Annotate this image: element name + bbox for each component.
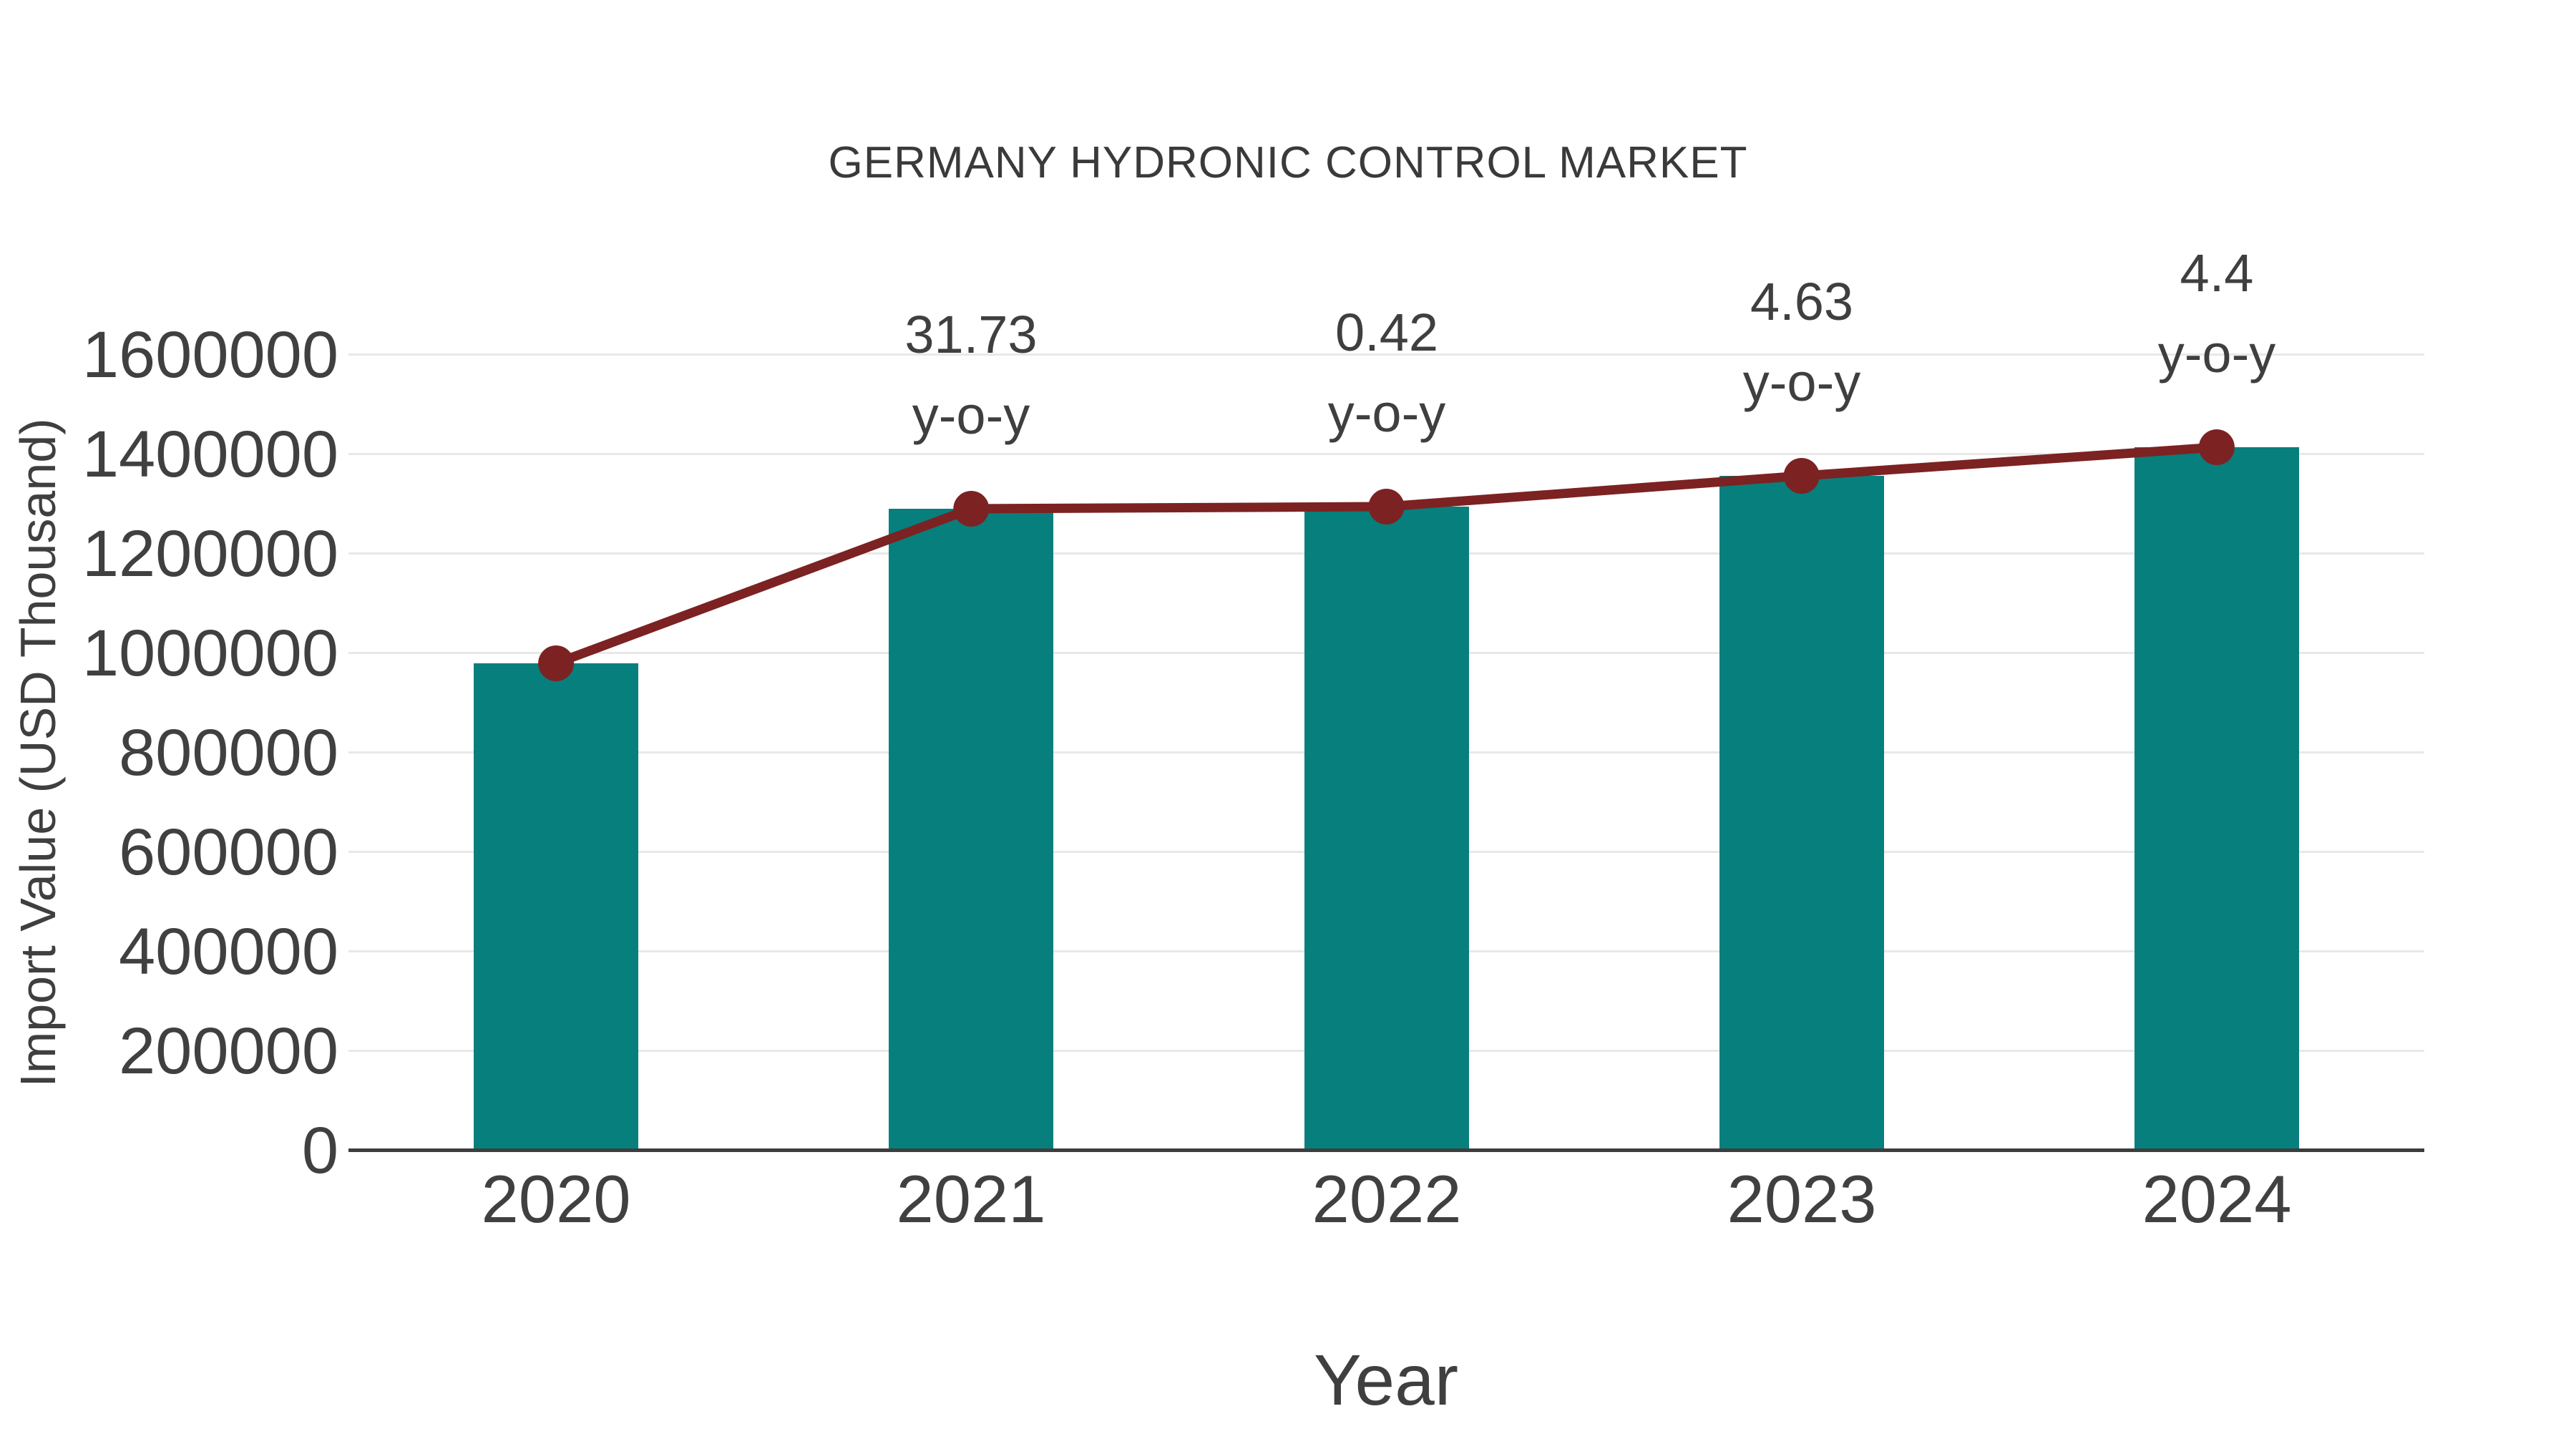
y-tick-label-1400000: 1400000 <box>82 418 338 491</box>
trend-line-layer <box>538 429 2235 681</box>
annotation-value-2024: 4.4 <box>2180 243 2254 303</box>
y-tick-label-0: 0 <box>301 1114 338 1187</box>
trend-marker-2022 <box>1368 489 1405 525</box>
x-axis-title: Year <box>1313 1340 1459 1420</box>
annotation-2023: 4.63 y-o-y <box>1743 261 1860 423</box>
trend-line <box>554 442 2218 668</box>
bar-2020 <box>474 663 638 1151</box>
bar-2022 <box>1304 507 1469 1151</box>
bar-2023 <box>1719 476 1884 1151</box>
x-tick-label-2022: 2022 <box>1312 1161 1462 1236</box>
x-axis-line <box>348 1148 2424 1152</box>
annotation-suffix-2024: y-o-y <box>2157 324 2276 384</box>
annotation-suffix-2022: y-o-y <box>1327 384 1446 443</box>
y-tick-label-600000: 600000 <box>119 816 338 889</box>
chart-title: GERMANY HYDRONIC CONTROL MARKET <box>828 138 1748 187</box>
gridline-y-1400000 <box>348 453 2424 455</box>
plot-area: 31.73 y-o-y 0.42 y-o-y 4.63 y-o-y 4.4 y-o-y <box>348 243 2424 1151</box>
annotation-value-2021: 31.73 <box>904 305 1038 364</box>
y-tick-label-200000: 200000 <box>119 1015 338 1088</box>
annotation-2021: 31.73 y-o-y <box>904 294 1037 456</box>
y-tick-label-1200000: 1200000 <box>82 517 338 590</box>
trend-marker-2023 <box>1783 458 1820 494</box>
y-tick-label-1600000: 1600000 <box>82 318 338 391</box>
trend-marker-2020 <box>538 645 575 681</box>
annotation-value-2023: 4.63 <box>1750 272 1854 331</box>
x-tick-label-2024: 2024 <box>2142 1161 2292 1236</box>
x-tick-label-2021: 2021 <box>896 1161 1046 1236</box>
bar-2024 <box>2135 447 2299 1151</box>
annotation-2024: 4.4 y-o-y <box>2158 233 2275 394</box>
x-tick-label-2023: 2023 <box>1727 1161 1877 1236</box>
y-axis-title: Import Value (USD Thousand) <box>10 418 66 1088</box>
y-tick-label-800000: 800000 <box>119 716 338 789</box>
bar-2021 <box>889 509 1053 1151</box>
annotation-2022: 0.42 y-o-y <box>1328 292 1445 454</box>
gridline-y-1600000 <box>348 353 2424 356</box>
annotation-value-2022: 0.42 <box>1335 303 1439 362</box>
trend-marker-2024 <box>2198 429 2235 465</box>
y-tick-label-1000000: 1000000 <box>82 617 338 690</box>
x-tick-label-2020: 2020 <box>481 1161 631 1236</box>
trend-marker-2021 <box>953 491 990 527</box>
annotation-suffix-2023: y-o-y <box>1742 353 1861 412</box>
annotation-suffix-2021: y-o-y <box>912 386 1030 445</box>
y-tick-label-400000: 400000 <box>119 915 338 988</box>
